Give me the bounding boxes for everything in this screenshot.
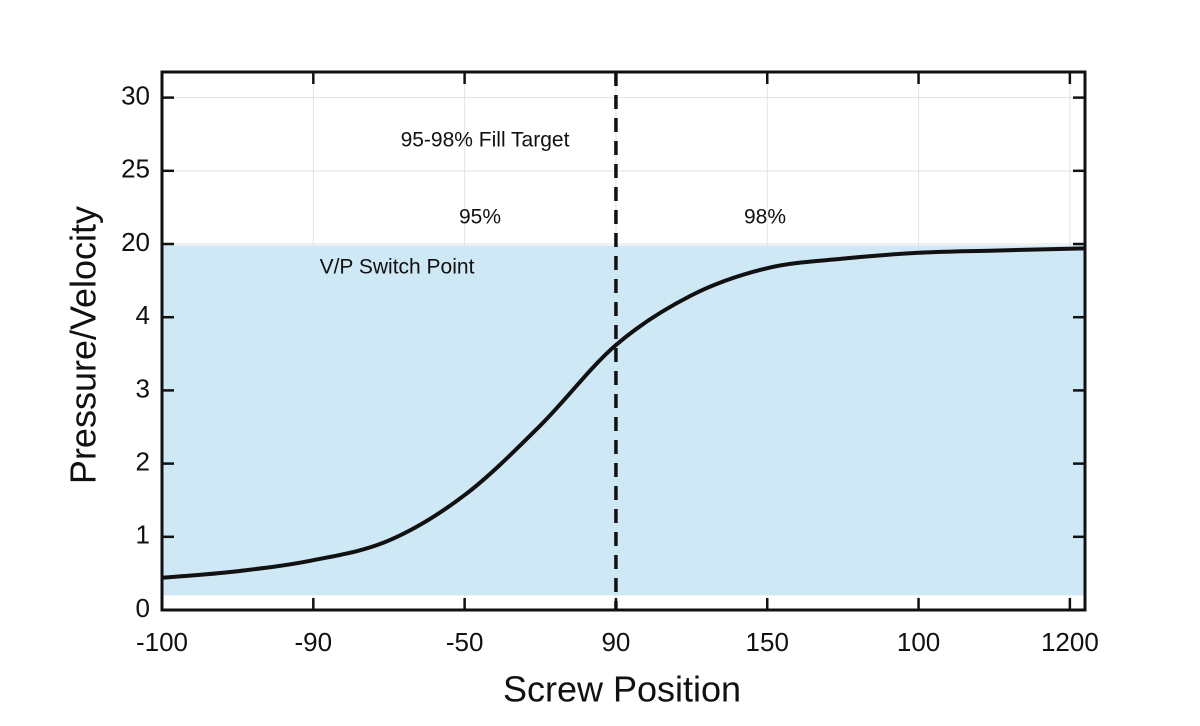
y-tick-label: 30: [121, 80, 150, 110]
y-tick-label: 2: [136, 446, 150, 476]
y-axis-label: Pressure/Velocity: [63, 206, 104, 484]
x-tick-label: -50: [446, 627, 484, 657]
annotation: 98%: [744, 206, 786, 229]
y-tick-label: 3: [136, 373, 150, 403]
x-tick-label: 150: [746, 627, 789, 657]
y-tick-label: 4: [136, 300, 150, 330]
x-tick-label: 1200: [1041, 627, 1099, 657]
annotation: 95-98% Fill Target: [401, 129, 570, 152]
y-tick-label: 20: [121, 227, 150, 257]
x-tick-label: -90: [295, 627, 333, 657]
y-tick-label: 1: [136, 520, 150, 550]
x-tick-label: -100: [136, 627, 188, 657]
x-tick-label: 100: [897, 627, 940, 657]
shaded-region: [162, 245, 1085, 596]
annotation: V/P Switch Point: [320, 256, 475, 279]
annotation: 95%: [459, 206, 501, 229]
plot-frame: [160, 70, 1087, 612]
y-tick-label: 25: [121, 154, 150, 184]
x-axis-label: Screw Position: [503, 669, 741, 710]
x-tick-label: 90: [601, 627, 630, 657]
y-tick-label: 0: [136, 593, 150, 623]
curve: [161, 246, 1086, 580]
